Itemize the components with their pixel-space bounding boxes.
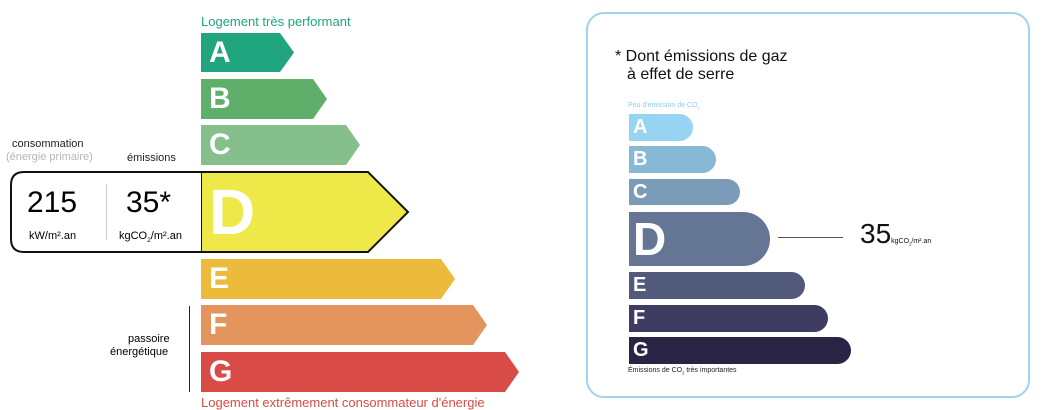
ges-bar-g: G	[629, 337, 851, 364]
energy-letter-g: G	[209, 355, 233, 388]
emissions-unit-post: /m².an	[150, 230, 182, 242]
passoire-label-2: énergétique	[110, 346, 169, 358]
ges-bottom-caption-sub: 2	[682, 370, 685, 376]
energy-bar-g	[201, 352, 519, 392]
ges-letter-f: F	[633, 307, 646, 329]
energy-letter-a: A	[209, 36, 231, 69]
consumption-unit: kW/m².an	[29, 230, 77, 242]
consumption-sublabel: (énergie primaire)	[6, 151, 93, 163]
consumption-value: 215	[27, 186, 78, 219]
ges-title-1: * Dont émissions de gaz	[615, 48, 788, 65]
energy-letter-c: C	[209, 128, 231, 161]
emissions-unit-pre: kgCO	[119, 230, 148, 242]
ges-bottom-caption: Émissions de CO2 très importantes	[628, 367, 737, 375]
ges-letter-a: A	[633, 116, 648, 138]
ges-title-2: à effet de serre	[627, 66, 735, 83]
ges-letter-b: B	[633, 148, 648, 170]
ges-bar-a: A	[629, 114, 693, 141]
ges-bar-c: C	[629, 179, 740, 205]
ges-unit-post: /m².an	[911, 238, 932, 245]
ges-unit: kgCO2/m².an	[891, 238, 932, 247]
energy-letter-f: F	[209, 308, 228, 341]
energy-bar-c	[201, 125, 360, 165]
ges-bar-d: D	[629, 212, 770, 266]
ges-unit-sub: 2	[909, 241, 912, 247]
ges-top-caption: Peu d'émission de CO2	[628, 102, 700, 110]
ges-unit-pre: kgCO	[891, 238, 910, 245]
energy-bar-a	[201, 33, 294, 72]
passoire-bracket	[189, 306, 190, 392]
energy-bar-f	[201, 305, 487, 345]
ges-letter-e: E	[633, 274, 647, 296]
energy-letter-b: B	[209, 82, 231, 115]
emissions-unit: kgCO2/m².an	[119, 230, 182, 244]
energy-bar-b	[201, 79, 327, 119]
ges-bar-e: E	[629, 272, 805, 299]
ges-letter-d: D	[633, 213, 667, 265]
ges-bar-b: B	[629, 146, 716, 173]
ges-value: 35kgCO2/m².an	[860, 218, 931, 250]
energy-letter-e: E	[209, 262, 230, 295]
ges-letter-c: C	[633, 181, 648, 203]
ges-value-number: 35	[860, 218, 892, 249]
ges-top-caption-pre: Peu d'émission de CO	[628, 102, 698, 109]
bottom-caption: Logement extrêmement consommateur d'éner…	[201, 395, 485, 410]
ges-top-caption-sub: 2	[697, 105, 700, 111]
emissions-unit-sub: 2	[147, 237, 151, 245]
ges-pointer-line	[778, 237, 843, 238]
energy-letter-d: D	[209, 176, 256, 248]
ges-panel	[586, 12, 1030, 398]
emissions-label: émissions	[127, 152, 176, 164]
passoire-label-1: passoire	[128, 333, 170, 345]
divider	[106, 184, 107, 240]
ges-letter-g: G	[633, 339, 649, 361]
consumption-label: consommation	[12, 138, 84, 150]
energy-bar-e	[201, 259, 455, 299]
ges-bar-f: F	[629, 305, 828, 332]
ges-bottom-caption-post: très importantes	[684, 367, 737, 374]
ges-bottom-caption-pre: Émissions de CO	[628, 367, 683, 374]
top-caption: Logement très performant	[201, 14, 351, 29]
emissions-value: 35*	[126, 186, 172, 219]
